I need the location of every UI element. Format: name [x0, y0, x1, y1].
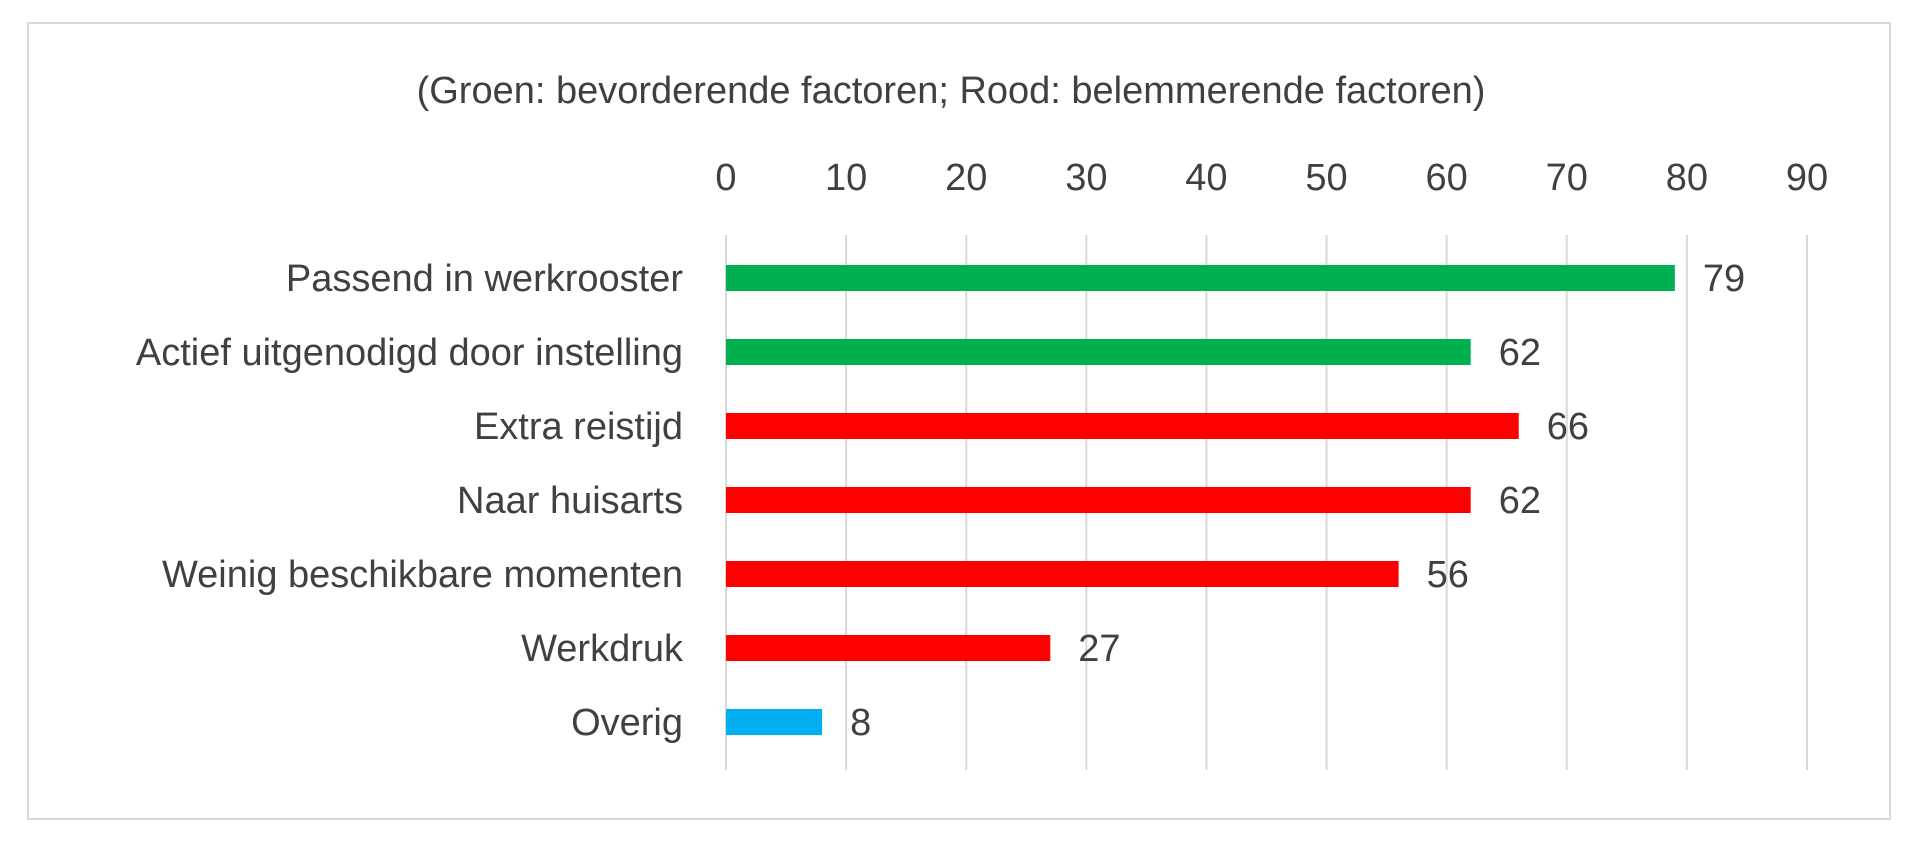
value-label: 62: [1499, 480, 1541, 522]
bar: [726, 709, 823, 735]
category-label: Werkdruk: [521, 628, 684, 670]
x-tick-label: 40: [1185, 157, 1227, 199]
bar: [726, 339, 1471, 365]
x-tick-label: 0: [715, 157, 736, 199]
value-label: 56: [1427, 554, 1469, 596]
category-label: Weinig beschikbare momenten: [162, 554, 683, 596]
value-label: 8: [850, 702, 871, 744]
x-tick-label: 60: [1426, 157, 1468, 199]
value-label: 79: [1703, 258, 1745, 300]
category-label: Extra reistijd: [474, 406, 683, 448]
bar: [726, 635, 1051, 661]
value-label: 62: [1499, 332, 1541, 374]
category-label: Passend in werkrooster: [286, 258, 683, 300]
x-tick-label: 80: [1666, 157, 1708, 199]
chart-subtitle: (Groen: bevorderende factoren; Rood: bel…: [417, 70, 1486, 112]
bar: [726, 487, 1471, 513]
x-tick-label: 90: [1786, 157, 1828, 199]
x-tick-label: 20: [945, 157, 987, 199]
value-label: 27: [1078, 628, 1120, 670]
bar: [726, 265, 1675, 291]
x-tick-label: 70: [1546, 157, 1588, 199]
value-label: 66: [1547, 406, 1589, 448]
x-tick-label: 50: [1305, 157, 1347, 199]
x-axis-ticks: 0 10 20 30 40 50 60 70 80 90: [715, 157, 1828, 199]
category-label: Naar huisarts: [457, 480, 683, 522]
bar: [726, 413, 1519, 439]
gridlines: [725, 235, 1808, 770]
category-label: Overig: [571, 702, 683, 744]
category-label: Actief uitgenodigd door instelling: [136, 332, 683, 374]
x-tick-label: 10: [825, 157, 867, 199]
bar: [726, 561, 1399, 587]
x-tick-label: 30: [1065, 157, 1107, 199]
bars: [726, 265, 1675, 735]
category-labels: Passend in werkrooster Actief uitgenodigd…: [136, 258, 684, 744]
